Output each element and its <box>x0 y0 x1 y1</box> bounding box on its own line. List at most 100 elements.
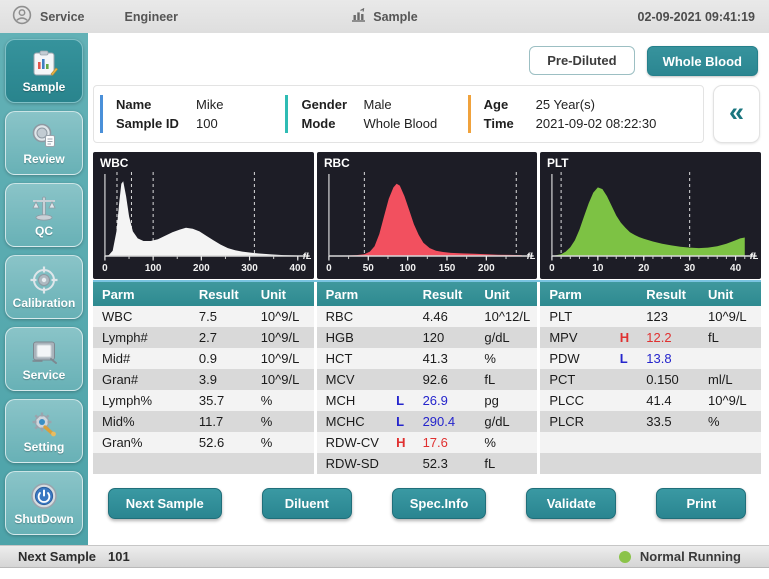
unit-cell: % <box>484 351 496 366</box>
param-cell: MCV <box>325 372 355 387</box>
svg-text:WBC: WBC <box>100 156 129 170</box>
menu-engineer[interactable]: Engineer <box>124 9 178 24</box>
results-tables-row: Parm Result Unit WBC 7.5 10^9/L Lymph# 2.7 10^9/… <box>93 280 762 474</box>
column-header-parm: Parm <box>549 286 582 302</box>
sidebar-item-shutdown[interactable]: ShutDown <box>5 471 83 535</box>
result-cell: 12.2 <box>646 330 672 345</box>
svg-text:0: 0 <box>326 263 332 274</box>
param-cell: PLCC <box>549 393 585 408</box>
column-header-unit: Unit <box>260 286 286 302</box>
histograms-row: 0 100 200 300 400 fL WBC 0 50 100 150 200 fL RBC 0 10… <box>93 152 762 279</box>
whole-blood-button[interactable]: Whole Blood <box>646 46 758 76</box>
svg-text:200: 200 <box>478 263 495 274</box>
flag-cell: H <box>619 330 630 345</box>
param-cell: MCHC <box>325 414 365 429</box>
result-cell: 92.6 <box>422 372 448 387</box>
svg-text:0: 0 <box>550 263 556 274</box>
unit-cell: 10^9/L <box>708 393 747 408</box>
unit-cell: g/dL <box>484 330 510 345</box>
table-row: PLCR 33.5% <box>540 411 762 432</box>
table-row: RDW-CV H 17.6% <box>316 432 538 453</box>
result-cell: 26.9 <box>422 393 448 408</box>
menu-service[interactable]: Service <box>40 9 85 24</box>
svg-text:40: 40 <box>730 263 742 274</box>
column-header-parm: Parm <box>102 286 135 302</box>
svg-text:200: 200 <box>193 263 210 274</box>
table-header: Parm Result Unit <box>316 282 538 306</box>
table-row: PLCC 41.4 10^9/L <box>540 390 762 411</box>
unit-cell: fL <box>708 330 719 345</box>
unit-cell: % <box>484 435 496 450</box>
rbc-histogram-svg: 0 50 100 150 200 fL RBC <box>324 156 536 274</box>
spec-info-button[interactable]: Spec.Info <box>391 488 487 519</box>
sidebar-item-qc[interactable]: QC <box>5 183 83 247</box>
statusbar: Next Sample 101 Normal Running <box>0 545 769 568</box>
sidebar-item-service[interactable]: Service <box>5 327 83 391</box>
unit-cell: g/dL <box>484 414 510 429</box>
result-cell: 52.6 <box>198 435 225 450</box>
status-text: Normal Running <box>639 549 741 564</box>
result-cell: 0.150 <box>646 372 679 387</box>
table-row: PCT 0.150 ml/L <box>540 369 762 390</box>
review-magnifier-icon <box>29 121 59 151</box>
sidebar-item-review[interactable]: Review <box>5 111 83 175</box>
param-cell: Lymph# <box>102 330 148 345</box>
age-label: Age <box>483 97 509 112</box>
sidebar-item-setting[interactable]: Setting <box>5 399 83 463</box>
status-indicator-dot <box>618 550 631 563</box>
table-row: Mid# 0.9 10^9/L <box>93 348 314 369</box>
print-button[interactable]: Print <box>656 488 747 519</box>
unit-cell: fL <box>484 456 496 471</box>
flag-cell: L <box>619 351 628 366</box>
svg-text:150: 150 <box>438 263 455 274</box>
table-row: HCT 41.3% <box>316 348 538 369</box>
param-cell: PCT <box>549 372 576 387</box>
svg-text:20: 20 <box>639 263 651 274</box>
patient-info-group-mode: Gender Male Mode Whole Blood <box>285 95 467 133</box>
wbc-results-table: Parm Result Unit WBC 7.5 10^9/L Lymph# 2.7 10^9/… <box>93 282 314 474</box>
svg-text:100: 100 <box>145 263 162 274</box>
sample-id-value: 100 <box>196 116 218 131</box>
unit-cell: 10^9/L <box>260 309 300 324</box>
patient-info-panel: Name Mike Sample ID 100 Gender Male Mode <box>93 85 704 143</box>
column-header-result: Result <box>646 286 686 302</box>
setting-gear-icon <box>29 409 59 439</box>
param-cell: WBC <box>102 309 133 324</box>
collapse-panel-button[interactable]: « <box>713 85 760 143</box>
table-row: HGB 120 g/dL <box>316 327 538 348</box>
table-header: Parm Result Unit <box>93 282 314 306</box>
unit-cell: % <box>260 435 273 450</box>
unit-cell: 10^9/L <box>260 372 300 387</box>
flag-cell: L <box>396 393 405 408</box>
svg-text:fL: fL <box>303 251 312 262</box>
table-row: MPV H 12.2 fL <box>540 327 762 348</box>
result-cell: 41.4 <box>646 393 672 408</box>
sample-chart-mini-icon <box>351 7 366 25</box>
unit-cell: % <box>260 414 273 429</box>
column-header-result: Result <box>422 286 463 302</box>
param-cell: Mid# <box>102 351 131 366</box>
sidebar-item-label: Sample <box>22 79 66 94</box>
pre-diluted-button[interactable]: Pre-Diluted <box>529 46 635 75</box>
svg-text:300: 300 <box>241 263 258 274</box>
result-cell: 35.7 <box>198 393 225 408</box>
validate-button[interactable]: Validate <box>526 488 617 519</box>
result-cell: 123 <box>646 309 668 324</box>
next-sample-button[interactable]: Next Sample <box>107 488 222 519</box>
param-cell: HCT <box>325 351 353 366</box>
sidebar-item-label: Setting <box>23 439 65 454</box>
result-cell: 290.4 <box>422 414 456 429</box>
param-cell: Mid% <box>102 414 135 429</box>
param-cell: MPV <box>549 330 578 345</box>
param-cell: MCH <box>325 393 356 408</box>
sidebar-item-sample[interactable]: Sample <box>5 39 83 103</box>
diluent-button[interactable]: Diluent <box>261 488 352 519</box>
table-row: RBC 4.46 10^12/L <box>316 306 538 327</box>
user-icon <box>12 5 32 28</box>
result-cell: 2.7 <box>198 330 217 345</box>
param-cell: HGB <box>325 330 354 345</box>
sidebar-item-calibration[interactable]: Calibration <box>5 255 83 319</box>
table-row <box>93 453 314 474</box>
column-header-parm: Parm <box>325 286 359 302</box>
